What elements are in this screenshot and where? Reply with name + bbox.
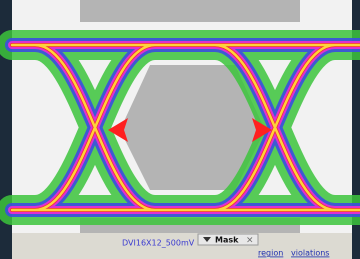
mask-button[interactable]: Mask × [198,234,258,246]
close-x[interactable]: × [246,236,254,246]
link-violations[interactable]: violations [291,249,329,258]
mask-top [80,0,300,22]
mask-label[interactable]: Mask [215,236,239,245]
page: DVI16X12_500mV Mask × region violations … [0,0,360,259]
link-region[interactable]: region [258,249,283,258]
waveform-label: DVI16X12_500mV [122,239,195,248]
scope-screen: DVI16X12_500mV Mask × region violations [0,0,360,259]
